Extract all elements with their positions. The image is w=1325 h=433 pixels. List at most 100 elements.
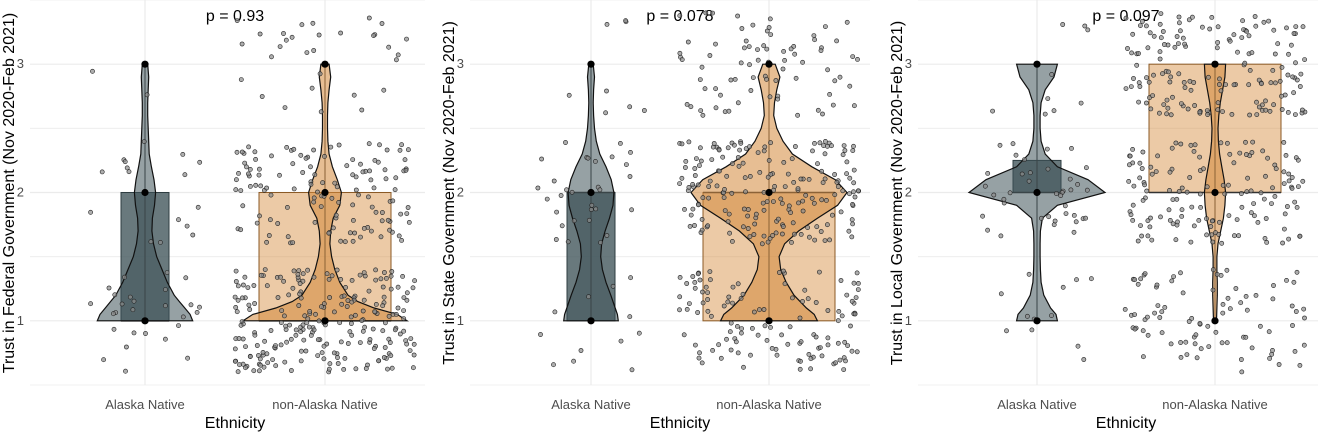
- jitter-point: [184, 223, 190, 229]
- jitter-point: [1172, 44, 1178, 50]
- jitter-point: [290, 161, 296, 167]
- jitter-point: [1159, 330, 1165, 336]
- jitter-point: [1206, 74, 1211, 80]
- jitter-point: [1162, 304, 1168, 310]
- jitter-point: [341, 366, 347, 372]
- jitter-point: [842, 339, 848, 345]
- jitter-point: [258, 183, 264, 189]
- jitter-point: [1178, 354, 1184, 360]
- jitter-point: [627, 104, 633, 110]
- jitter-point: [1290, 323, 1295, 328]
- jitter-point: [1160, 71, 1165, 77]
- jitter-point: [401, 308, 406, 313]
- jitter-point: [315, 189, 320, 195]
- jitter-point: [264, 283, 270, 289]
- jitter-point: [544, 196, 550, 202]
- jitter-point: [247, 354, 253, 359]
- jitter-point: [1007, 190, 1013, 196]
- jitter-point: [1144, 75, 1149, 81]
- jitter-point: [239, 295, 245, 301]
- jitter-point: [1262, 235, 1268, 241]
- jitter-point: [1286, 171, 1292, 177]
- jitter-point: [699, 64, 705, 70]
- jitter-point: [1293, 60, 1298, 66]
- jitter-point: [345, 341, 351, 346]
- jitter-point: [1281, 169, 1287, 175]
- jitter-point: [563, 140, 568, 145]
- jitter-point: [197, 159, 203, 165]
- jitter-point: [1285, 110, 1291, 115]
- jitter-point: [297, 291, 302, 297]
- jitter-point: [232, 346, 238, 352]
- jitter-point: [1084, 165, 1089, 171]
- jitter-point: [260, 349, 266, 355]
- jitter-point: [732, 142, 737, 148]
- jitter-point: [792, 51, 798, 57]
- jitter-point: [361, 297, 367, 303]
- group-alaska-native: [535, 18, 647, 373]
- jitter-point: [360, 308, 366, 314]
- jitter-point: [1244, 307, 1250, 313]
- jitter-point: [985, 170, 991, 176]
- jitter-point: [233, 187, 239, 193]
- jitter-point: [788, 210, 793, 215]
- jitter-point: [841, 143, 847, 148]
- jitter-point: [735, 100, 741, 106]
- jitter-point: [682, 206, 687, 212]
- jitter-point: [785, 171, 791, 177]
- jitter-point: [1190, 14, 1195, 20]
- jitter-point: [291, 186, 297, 192]
- jitter-point: [991, 192, 997, 198]
- jitter-point: [1253, 23, 1259, 29]
- jitter-point: [1198, 204, 1203, 210]
- jitter-point: [696, 202, 701, 208]
- jitter-point: [812, 37, 817, 43]
- group-non-alaska-native: [1122, 11, 1308, 375]
- jitter-point: [738, 295, 744, 301]
- jitter-point: [269, 54, 274, 60]
- level-point: [141, 60, 149, 68]
- jitter-point: [298, 348, 304, 354]
- jitter-point: [376, 358, 381, 364]
- jitter-point: [131, 298, 137, 304]
- level-point: [1211, 317, 1219, 325]
- jitter-point: [982, 183, 988, 189]
- jitter-point: [825, 67, 830, 73]
- jitter-point: [750, 75, 756, 80]
- jitter-point: [823, 138, 828, 144]
- jitter-point: [850, 221, 855, 227]
- jitter-point: [1240, 18, 1245, 24]
- jitter-point: [840, 188, 846, 194]
- jitter-point: [1231, 160, 1237, 166]
- jitter-point: [243, 365, 248, 371]
- jitter-point: [290, 285, 296, 291]
- jitter-point: [1039, 215, 1044, 221]
- jitter-point: [817, 345, 823, 350]
- jitter-point: [743, 38, 749, 44]
- jitter-point: [773, 230, 779, 236]
- jitter-point: [811, 33, 817, 38]
- jitter-point: [88, 209, 93, 215]
- jitter-point: [124, 344, 129, 350]
- jitter-point: [233, 268, 239, 274]
- jitter-point: [183, 275, 189, 281]
- jitter-point: [837, 357, 843, 363]
- jitter-point: [298, 358, 304, 364]
- jitter-point: [373, 277, 379, 283]
- jitter-point: [337, 320, 343, 326]
- jitter-point: [722, 208, 728, 213]
- x-tick-label: non-Alaska Native: [1162, 397, 1268, 412]
- y-tick-label: 2: [457, 185, 464, 200]
- jitter-point: [578, 348, 584, 353]
- jitter-point: [1284, 25, 1289, 31]
- jitter-point: [1155, 303, 1161, 308]
- jitter-point: [609, 154, 615, 160]
- jitter-point: [1142, 182, 1147, 188]
- jitter-point: [408, 336, 414, 341]
- jitter-point: [698, 108, 704, 113]
- jitter-point: [1216, 232, 1222, 237]
- jitter-point: [334, 267, 340, 273]
- jitter-point: [326, 366, 332, 372]
- jitter-point: [800, 198, 806, 204]
